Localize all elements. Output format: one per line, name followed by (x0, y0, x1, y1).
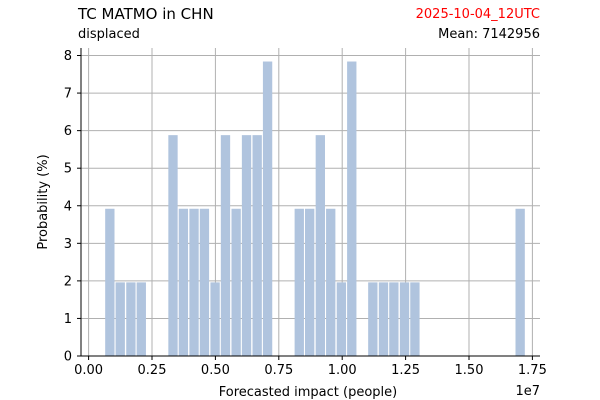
histogram-bar (168, 135, 178, 356)
chart-subtitle: displaced (78, 27, 140, 42)
y-tick-label: 7 (64, 87, 72, 102)
histogram-bar (136, 282, 146, 356)
forecast-timestamp: 2025-10-04_12UTC (415, 7, 540, 22)
x-tick-label: 0.00 (74, 363, 103, 378)
x-tick-label: 1.50 (455, 363, 484, 378)
histogram-bar (389, 282, 399, 356)
histogram-bar (336, 282, 347, 356)
y-tick-label: 2 (64, 274, 72, 289)
y-tick-label: 0 (64, 350, 72, 365)
chart-title: TC MATMO in CHN (78, 5, 214, 23)
histogram-bar (378, 282, 389, 356)
histogram-bar (399, 282, 410, 356)
y-tick-label: 6 (64, 124, 72, 139)
histogram-bar (410, 282, 420, 356)
histogram-bar (231, 208, 241, 356)
x-tick-label: 0.50 (201, 363, 230, 378)
histogram-bar (210, 282, 220, 356)
y-axis-label: Probability (%) (36, 154, 51, 249)
histogram-bar (220, 135, 231, 356)
histogram-bar (368, 282, 378, 356)
x-tick-label: 0.75 (264, 363, 293, 378)
bars (105, 61, 525, 357)
x-tick-label: 0.25 (138, 363, 167, 378)
y-tick-label: 8 (64, 49, 72, 64)
x-tick-label: 1.75 (518, 363, 547, 378)
x-axis-offset-label: 1e7 (515, 384, 540, 399)
histogram-bar (347, 61, 357, 357)
y-tick-label: 1 (64, 312, 72, 327)
y-tick-label: 5 (64, 162, 72, 177)
histogram-bar (515, 208, 525, 356)
histogram-bar (189, 208, 199, 356)
histogram-bar (178, 208, 189, 356)
histogram-bar (294, 208, 304, 356)
histogram-bar (252, 135, 262, 356)
y-tick-label: 3 (64, 237, 72, 252)
histogram-bar (315, 135, 325, 356)
histogram-bar (262, 61, 273, 357)
x-tick-label: 1.00 (328, 363, 357, 378)
histogram-bar (126, 282, 136, 356)
x-axis-label: Forecasted impact (people) (219, 385, 397, 400)
histogram-bar (115, 282, 125, 356)
histogram-bar (241, 135, 252, 356)
histogram-bar (199, 208, 210, 356)
histogram-bar (105, 208, 115, 356)
histogram-bar (305, 208, 315, 356)
histogram-bar (326, 208, 336, 356)
mean-value-label: Mean: 7142956 (438, 27, 540, 42)
axes: 0.00 0.25 0.50 0.75 1.00 1.25 1.50 1.75 0 1 2 3 4 5 6 7… (64, 48, 547, 378)
x-tick-label: 1.25 (391, 363, 420, 378)
y-tick-label: 4 (64, 199, 72, 214)
